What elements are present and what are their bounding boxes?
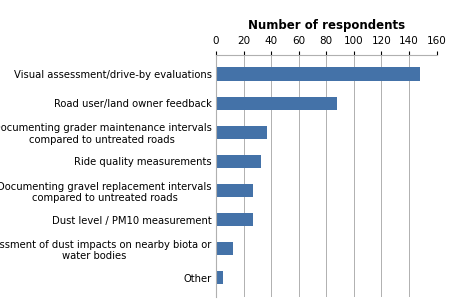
Bar: [216, 242, 233, 255]
Bar: [216, 126, 267, 139]
Bar: [216, 271, 223, 285]
Bar: [216, 213, 253, 226]
X-axis label: Number of respondents: Number of respondents: [248, 19, 405, 32]
Bar: [216, 155, 261, 168]
Bar: [216, 184, 253, 197]
Bar: [216, 97, 338, 110]
Bar: [216, 67, 420, 80]
